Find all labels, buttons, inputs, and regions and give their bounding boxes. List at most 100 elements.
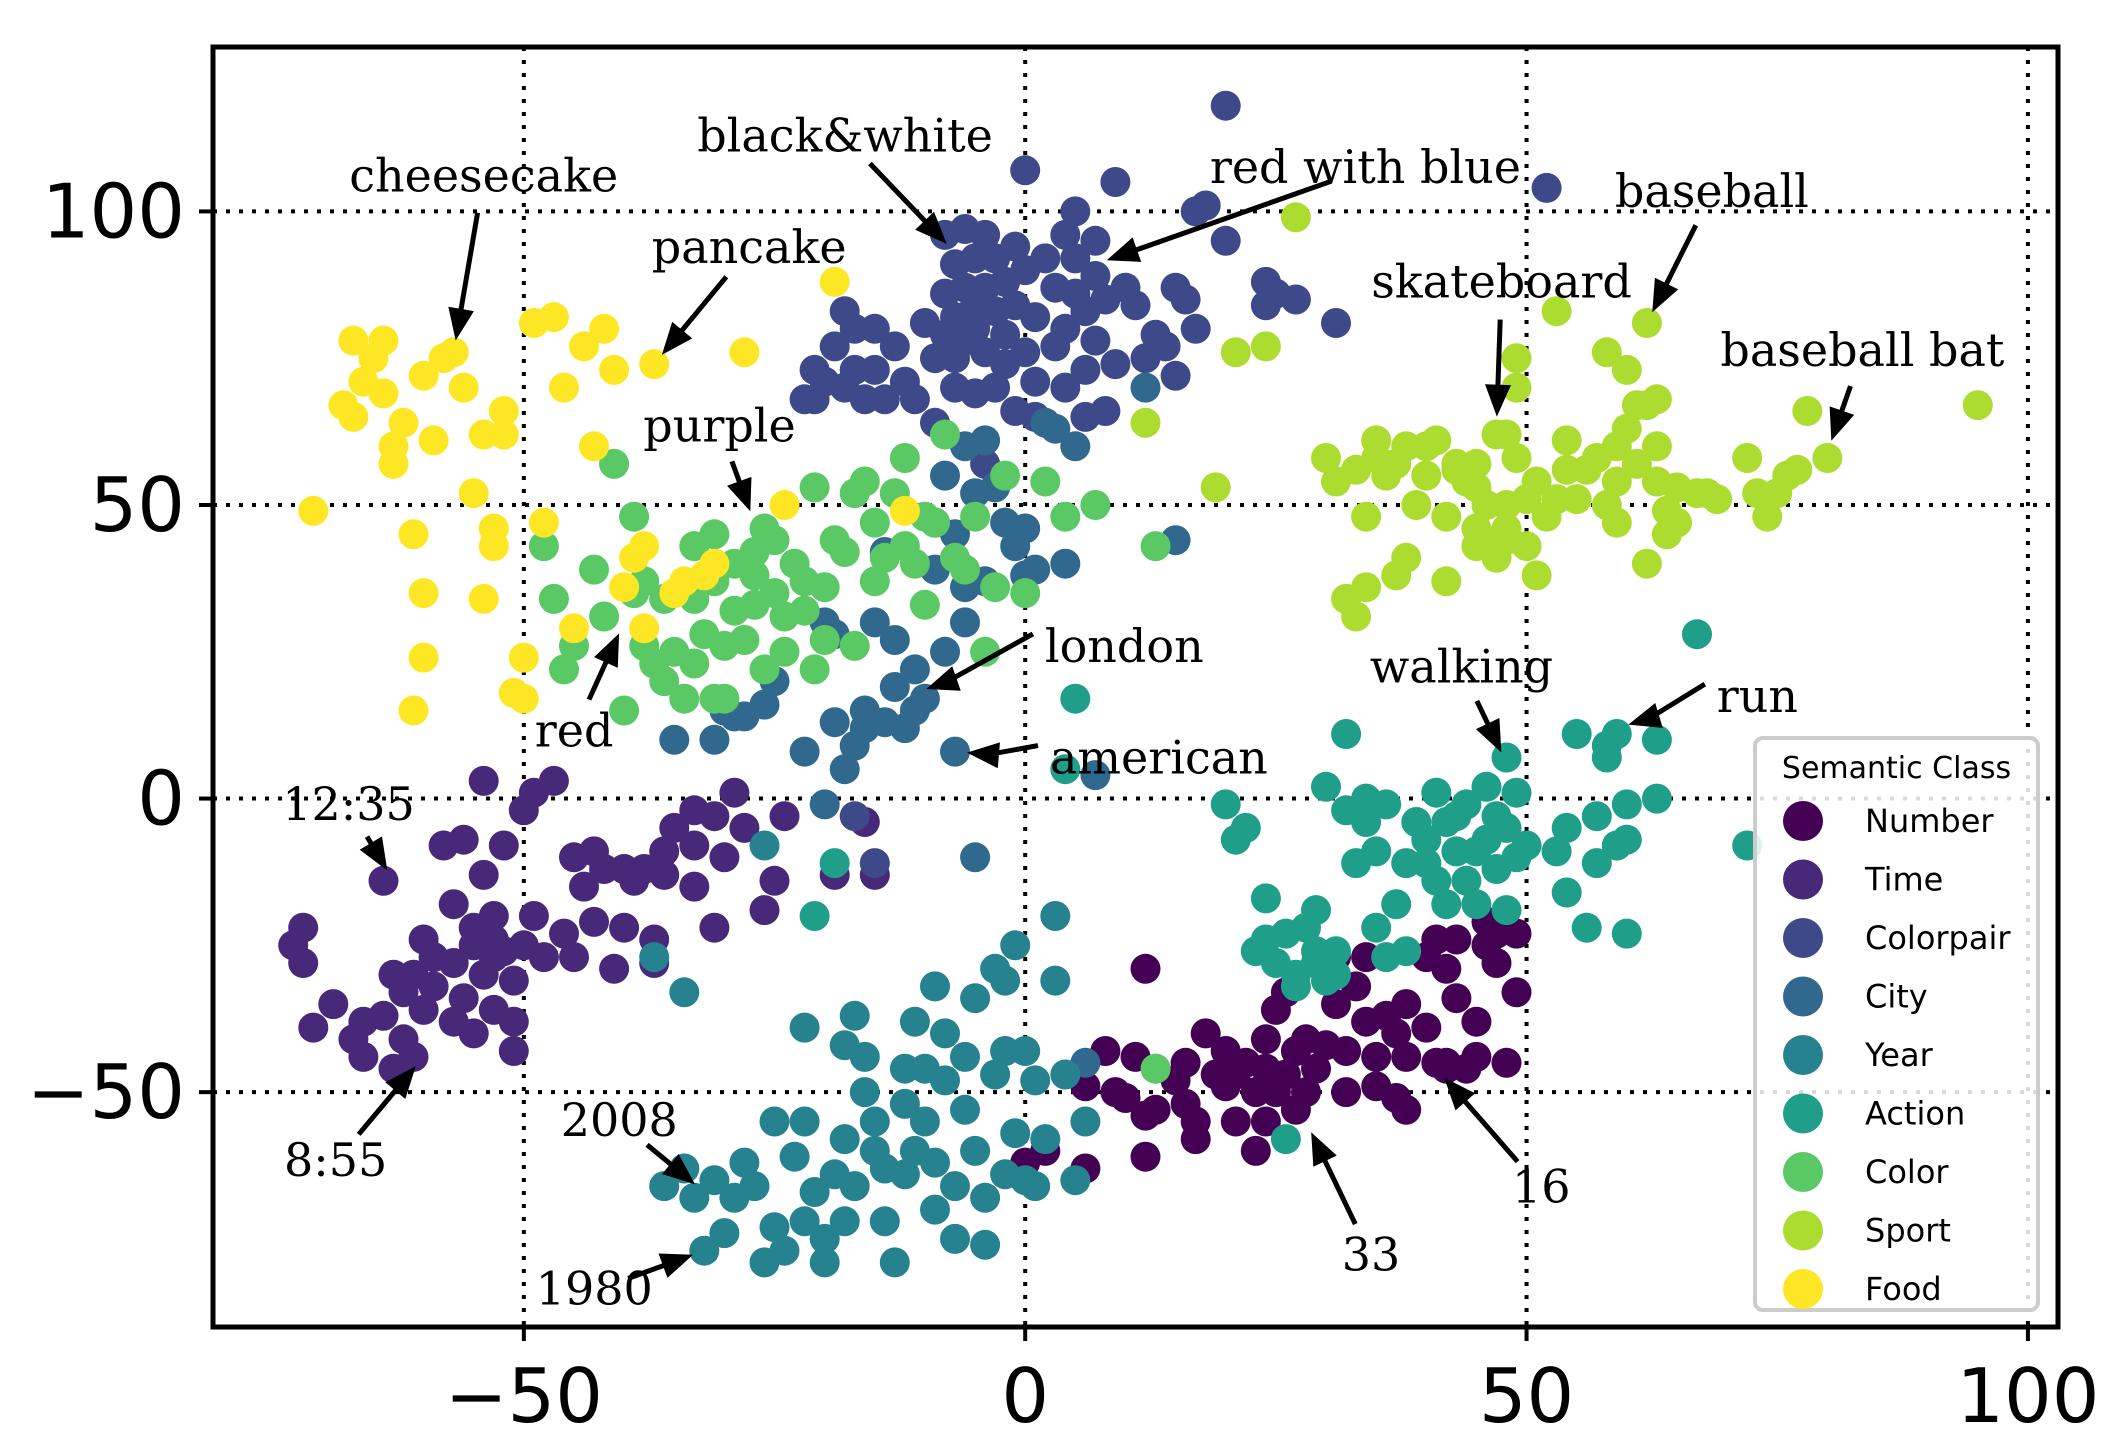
point-food <box>458 478 489 509</box>
point-colorpair <box>1050 219 1081 250</box>
point-action <box>1311 771 1341 802</box>
point-food <box>418 425 449 456</box>
point-time <box>488 830 519 861</box>
point-colorpair <box>1090 396 1121 426</box>
point-color <box>538 583 569 614</box>
point-time <box>498 1006 529 1037</box>
annotation-arrow <box>1659 224 1699 294</box>
point-year <box>709 1218 740 1249</box>
point-number <box>1441 924 1472 955</box>
point-food <box>368 325 399 356</box>
point-time <box>418 971 449 1002</box>
point-year <box>1040 965 1071 996</box>
point-time <box>679 871 710 902</box>
point-food <box>569 331 599 362</box>
point-number <box>1110 1083 1141 1113</box>
point-action <box>1541 836 1572 867</box>
point-color <box>1080 490 1111 520</box>
point-number <box>1461 1041 1492 1072</box>
point-sport <box>1782 454 1813 485</box>
point-time <box>649 836 680 867</box>
annotation-arrowhead <box>359 836 388 871</box>
point-action <box>1601 719 1632 749</box>
point-color <box>549 654 579 685</box>
point-action <box>1461 889 1492 920</box>
point-food <box>579 431 609 462</box>
point-number <box>1331 1077 1362 1108</box>
point-year <box>829 1124 860 1155</box>
annotation-label: 1980 <box>536 1262 653 1316</box>
point-sport <box>1491 419 1522 450</box>
annotation-label: skateboard <box>1371 255 1632 309</box>
annotation-arrowhead <box>915 211 947 244</box>
point-sport <box>1431 501 1462 532</box>
point-colorpair <box>1010 155 1041 186</box>
point-sport <box>1501 343 1532 374</box>
point-sport <box>1641 384 1672 415</box>
point-food <box>629 613 660 644</box>
point-city <box>940 736 970 767</box>
point-time <box>298 1012 329 1043</box>
point-number <box>1321 989 1351 1020</box>
point-food <box>398 519 429 550</box>
point-time <box>549 918 579 949</box>
point-color <box>950 554 980 585</box>
point-color <box>809 572 840 603</box>
point-color <box>829 537 860 567</box>
point-color <box>729 625 760 655</box>
x-tick-label: −50 <box>445 1352 603 1440</box>
point-time <box>458 1018 489 1049</box>
point-color <box>739 560 770 591</box>
point-year <box>1020 1065 1051 1096</box>
annotation-arrow <box>1648 681 1707 721</box>
point-time <box>448 983 479 1014</box>
point-action <box>1451 865 1482 896</box>
point-time <box>408 994 439 1025</box>
point-time <box>318 989 349 1020</box>
point-food <box>408 578 439 609</box>
legend-marker <box>1783 1035 1823 1075</box>
annotation-label: cheesecake <box>349 148 618 202</box>
point-number <box>1391 1041 1422 1072</box>
point-year <box>930 1065 960 1096</box>
point-number <box>1431 953 1462 984</box>
point-action <box>1421 865 1452 896</box>
point-action <box>1230 812 1261 843</box>
point-sport <box>1561 484 1592 515</box>
point-food <box>559 613 589 644</box>
point-city <box>749 689 780 720</box>
point-number <box>1130 1141 1161 1172</box>
point-sport <box>1521 466 1552 497</box>
point-year <box>649 1171 680 1202</box>
point-color <box>980 572 1011 603</box>
point-number <box>1461 1006 1492 1037</box>
point-colorpair <box>1100 349 1131 380</box>
point-year <box>1000 930 1031 961</box>
point-time <box>649 859 680 890</box>
x-tick-label: 50 <box>1479 1352 1574 1440</box>
point-food <box>528 507 559 538</box>
point-time <box>288 948 319 978</box>
point-time <box>759 865 790 896</box>
point-sport <box>1431 566 1462 597</box>
point-year <box>749 830 780 861</box>
point-sport <box>1280 202 1311 233</box>
annotation-arrowhead <box>658 1253 694 1278</box>
x-tick-label: 100 <box>1956 1352 2099 1440</box>
point-action <box>1611 824 1642 855</box>
annotation-label: london <box>1045 619 1204 673</box>
point-year <box>769 1235 800 1266</box>
legend-marker <box>1783 976 1823 1017</box>
point-color <box>1050 501 1081 532</box>
point-number <box>1491 1047 1522 1078</box>
point-action <box>1060 683 1091 714</box>
annotation-arrow <box>945 631 1035 684</box>
point-color <box>1140 531 1171 562</box>
point-color <box>859 566 890 597</box>
point-colorpair <box>960 313 991 344</box>
point-city <box>1020 554 1051 585</box>
point-action <box>1471 771 1502 802</box>
point-action <box>1561 719 1592 749</box>
point-action <box>1501 777 1532 808</box>
legend-box <box>1753 736 2040 1312</box>
